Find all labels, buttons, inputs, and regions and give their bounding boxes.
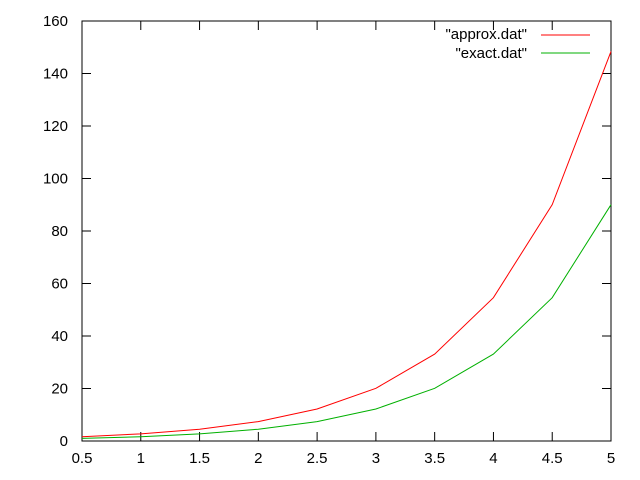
y-tick-label: 60: [51, 276, 68, 293]
legend-entry-exact: "exact.dat": [455, 45, 590, 62]
y-tick-label: 160: [43, 13, 68, 30]
series-layer: [81, 51, 612, 439]
series-line-approx: [81, 51, 612, 438]
y-tick-label: 80: [51, 223, 68, 240]
legend-entry-approx: "approx.dat": [445, 26, 590, 43]
x-tick-label: 3.5: [424, 450, 445, 467]
y-tick-label: 20: [51, 381, 68, 398]
x-tick-label: 4.5: [542, 450, 563, 467]
y-axis: 0 20 40 60 80 100 120 140 160: [43, 13, 611, 450]
x-axis: 0.5 1 1.5 2 2.5 3 3.5 4 4.5 5: [72, 21, 615, 467]
y-tick-label: 40: [51, 328, 68, 345]
x-tick-label: 5: [607, 450, 615, 467]
x-tick-label: 2: [254, 450, 262, 467]
legend-label-exact: "exact.dat": [455, 45, 527, 62]
x-tick-label: 1: [137, 450, 145, 467]
y-tick-label: 100: [43, 171, 68, 188]
legend: "approx.dat" "exact.dat": [445, 26, 590, 62]
legend-label-approx: "approx.dat": [445, 26, 527, 43]
y-tick-label: 140: [43, 66, 68, 83]
x-tick-label: 2.5: [307, 450, 328, 467]
x-tick-label: 1.5: [189, 450, 210, 467]
series-line-exact: [81, 204, 612, 439]
y-tick-label: 120: [43, 118, 68, 135]
plot-frame: [81, 20, 612, 442]
x-tick-label: 3: [372, 450, 380, 467]
y-tick-label: 0: [60, 433, 68, 450]
x-tick-label: 0.5: [72, 450, 93, 467]
x-tick-label: 4: [489, 450, 497, 467]
